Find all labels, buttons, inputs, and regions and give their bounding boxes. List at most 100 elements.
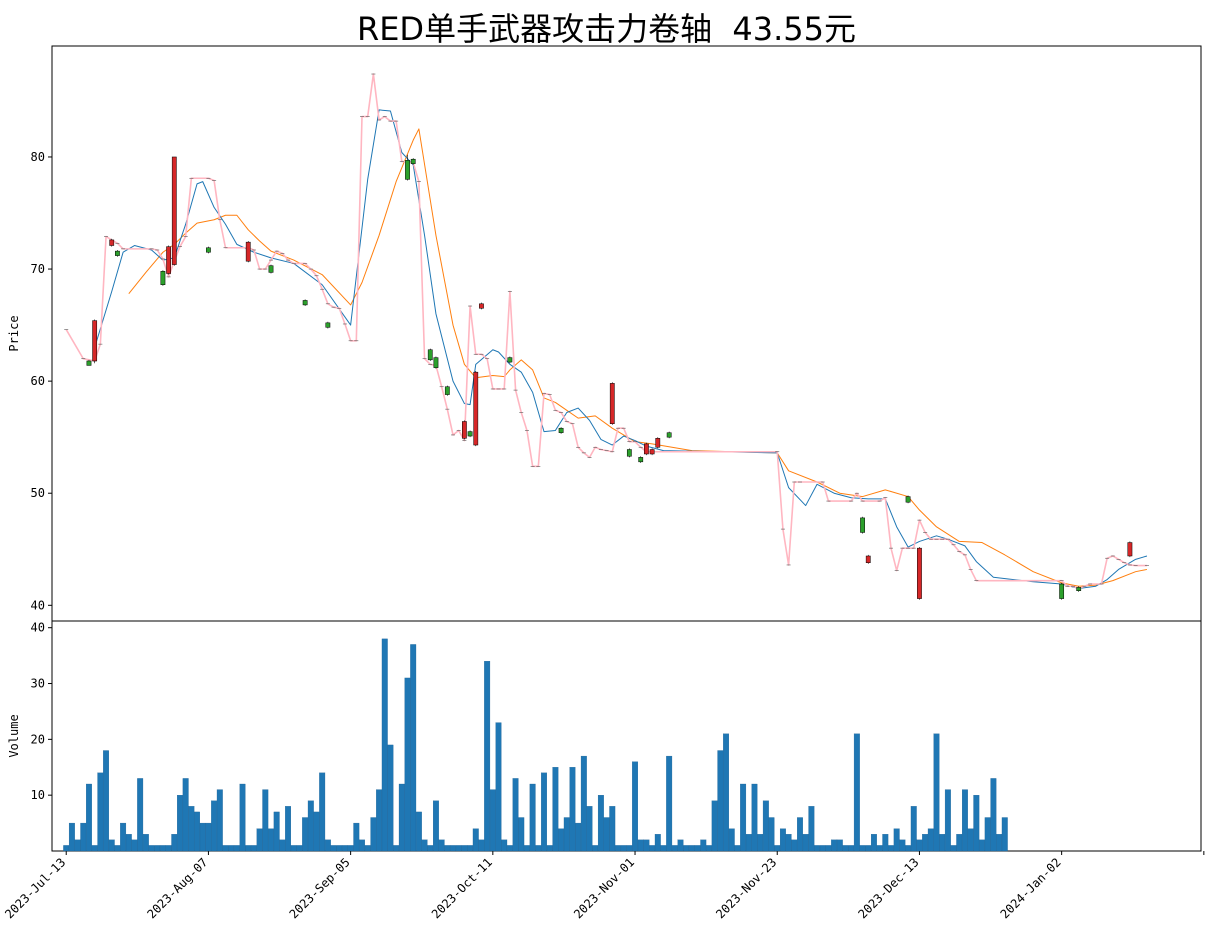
volume-bar (717, 750, 724, 852)
volume-bar (307, 800, 314, 852)
volume-bar (250, 845, 257, 852)
volume-bar (984, 817, 991, 852)
volume-bar (154, 845, 161, 852)
volume-bar (114, 845, 121, 852)
volume-bar (262, 789, 269, 852)
volume-bar (927, 828, 934, 852)
volume-bar (609, 806, 616, 852)
candle-body (405, 160, 410, 180)
volume-bar (848, 845, 855, 852)
candle-body (626, 449, 632, 457)
volume-bar (222, 845, 229, 852)
x-tick-label: 2023-Nov-23 (713, 855, 779, 921)
volume-bar (228, 845, 235, 852)
volume-bar (757, 834, 764, 852)
volume-bar (706, 845, 712, 852)
volume-bar (865, 845, 872, 852)
volume-bar (922, 834, 929, 852)
volume-bar (734, 845, 741, 852)
volume-bar (290, 845, 297, 852)
volume-bar (273, 811, 280, 852)
volume-bar (433, 800, 439, 852)
volume-bar (944, 789, 951, 852)
volume-bar (745, 834, 752, 852)
volume-bar (376, 789, 383, 852)
price-axis-label: Price (7, 315, 21, 351)
candle-body (666, 432, 672, 438)
volume-bar (125, 834, 132, 852)
volume-bar (330, 845, 337, 852)
volume-bar (751, 783, 758, 852)
volume-bar (785, 834, 792, 852)
volume-bar (882, 834, 889, 852)
volume-bar (643, 839, 650, 852)
volume-bar (438, 839, 445, 852)
volume-bar (859, 845, 866, 852)
volume-bar (979, 839, 985, 852)
x-tick-label: 2023-Jul-13 (2, 855, 68, 921)
volume-bar (558, 828, 565, 852)
candle-body (115, 250, 120, 256)
volume-bar (512, 778, 519, 852)
volume-bar (563, 817, 570, 852)
volume-bar (683, 845, 690, 852)
candle-body (1059, 583, 1065, 599)
volume-bar (899, 839, 906, 852)
volume-bar (694, 845, 701, 852)
volume-bar (637, 839, 644, 852)
price-y-tick-label: 80 (31, 150, 45, 164)
volume-bar (450, 845, 456, 852)
volume-bar (996, 834, 1003, 852)
candle-body (649, 449, 655, 455)
volume-bar (592, 845, 599, 852)
volume-bar (506, 845, 513, 852)
volume-bar (962, 789, 968, 852)
volume-bar (120, 822, 127, 852)
candle-body (302, 300, 308, 306)
volume-bar (256, 828, 263, 852)
volume-bar (205, 822, 212, 852)
candle-body (905, 496, 911, 503)
candle-body (609, 383, 615, 424)
volume-bar (876, 845, 883, 852)
volume-bar (364, 845, 371, 852)
volume-bar (819, 845, 826, 852)
volume-bar (728, 828, 735, 852)
volume-bar (455, 845, 462, 852)
volume-bar (103, 750, 109, 852)
candle-body (160, 271, 166, 285)
volume-bar (518, 817, 525, 852)
volume-bar (740, 783, 747, 852)
volume-bar (427, 845, 434, 852)
volume-bar (233, 845, 240, 852)
volume-bar (802, 834, 809, 852)
price-y-tick-label: 40 (31, 598, 45, 612)
volume-bar (1001, 817, 1008, 852)
volume-bar (779, 828, 786, 852)
volume-bar (825, 845, 832, 852)
volume-bar (666, 755, 673, 852)
candle-body (1127, 542, 1133, 557)
candle-body (268, 265, 274, 273)
volume-bar (990, 778, 997, 852)
volume-bar (768, 817, 775, 852)
volume-bar (916, 839, 923, 852)
x-tick-label: 2023-Nov-01 (571, 855, 637, 921)
volume-bar (649, 845, 656, 852)
volume-bar (478, 839, 485, 852)
volume-bar (188, 806, 195, 852)
volume-bar (302, 817, 309, 852)
volume-bar (552, 767, 559, 852)
price-y-tick-label: 50 (31, 486, 45, 500)
volume-bar (632, 761, 638, 852)
volume-bar (239, 783, 246, 852)
volume-bar (410, 644, 417, 852)
volume-bar (870, 834, 877, 852)
volume-bar (194, 811, 200, 852)
volume-bar (973, 795, 980, 852)
volume-bar (603, 817, 610, 852)
volume-bar (905, 845, 911, 852)
candle-body (86, 360, 92, 366)
volume-bar (535, 845, 542, 852)
candle-body (558, 427, 564, 433)
